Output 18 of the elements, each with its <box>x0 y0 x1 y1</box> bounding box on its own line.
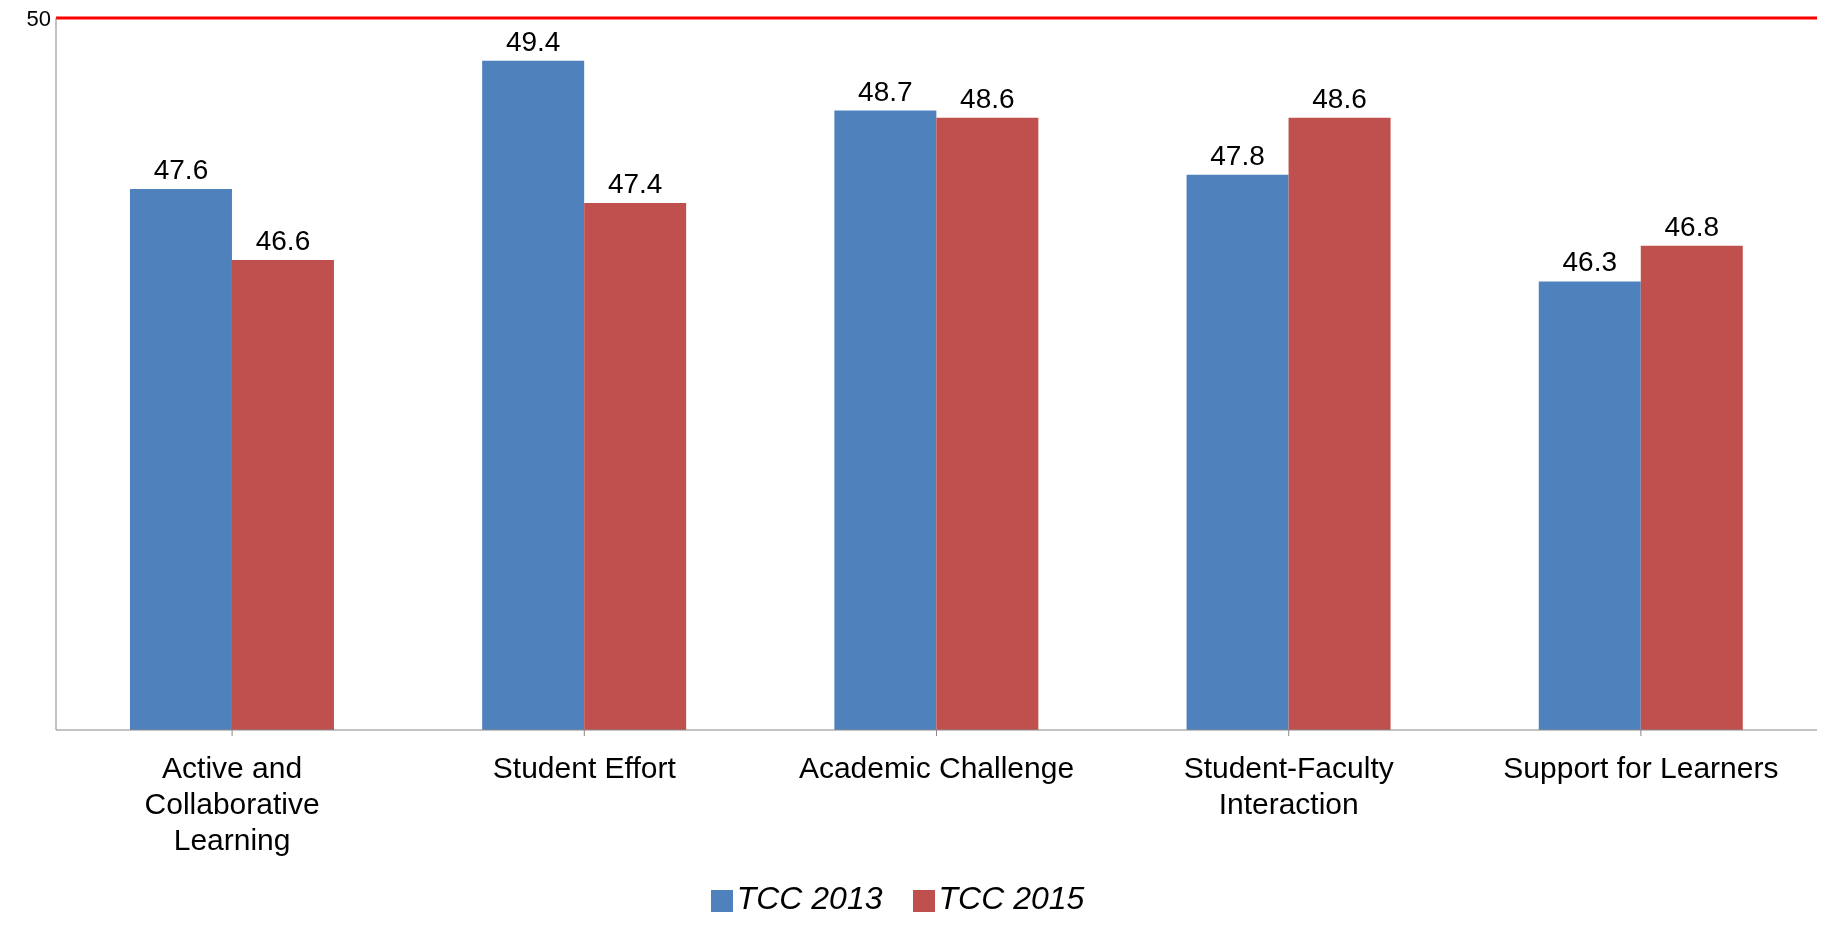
legend-label: TCC 2013 <box>736 880 883 916</box>
x-tick-label: Student-Faculty Interaction <box>1183 751 1394 820</box>
x-tick-label: Active and Collaborative Learning <box>144 751 320 856</box>
data-label: 46.3 <box>1562 246 1618 278</box>
data-label: 48.6 <box>1312 82 1367 114</box>
data-label: 47.8 <box>1210 139 1265 171</box>
legend-label: TCC 2015 <box>938 880 1085 916</box>
data-label: 48.6 <box>960 82 1015 114</box>
x-tick-label: Support for Learners <box>1503 751 1779 784</box>
x-tick-label: Student Effort <box>492 751 677 784</box>
data-label: 47.4 <box>607 168 663 200</box>
data-label: 48.7 <box>858 75 913 107</box>
data-label: 46.8 <box>1664 210 1720 242</box>
data-label: 46.6 <box>255 225 311 257</box>
data-label: 49.4 <box>505 25 561 57</box>
data-label: 47.6 <box>153 153 209 185</box>
ref-line-label: 50 <box>26 5 51 31</box>
x-tick-label: Academic Challenge <box>798 751 1075 784</box>
